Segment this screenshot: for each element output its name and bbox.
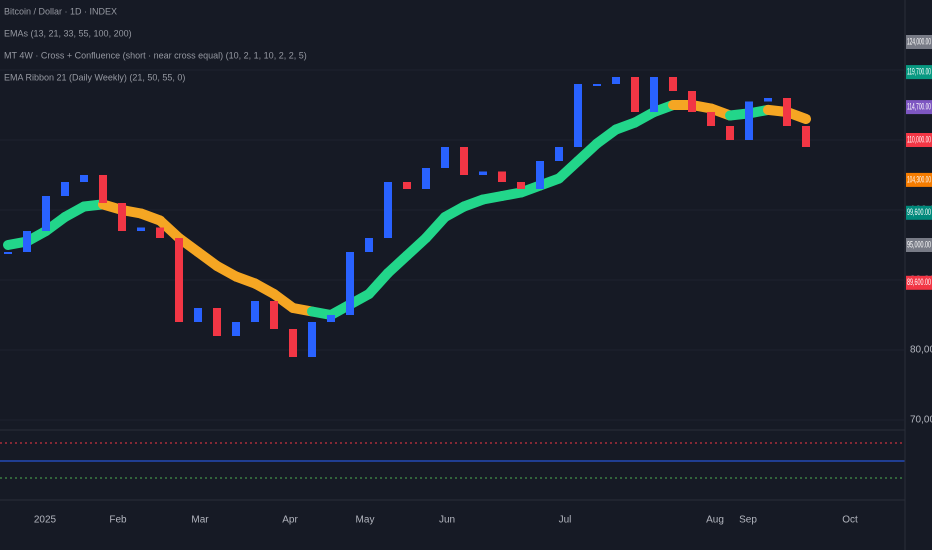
- time-label: Mar: [191, 515, 209, 526]
- time-label: Sep: [739, 515, 757, 526]
- candle: [137, 227, 145, 231]
- time-label: Aug: [706, 515, 724, 526]
- candle: [61, 182, 69, 196]
- price-tag: [906, 238, 932, 252]
- time-label: Jul: [559, 515, 572, 526]
- y-tick-label: 80,000.00: [910, 345, 932, 356]
- time-label: 2025: [34, 515, 57, 526]
- candle: [479, 171, 487, 175]
- time-label: May: [356, 515, 375, 526]
- candle: [270, 301, 278, 329]
- price-tag-label: 99,600.00: [907, 207, 931, 217]
- candle: [631, 77, 639, 112]
- candle: [175, 238, 183, 322]
- candle: [574, 84, 582, 147]
- candle: [593, 84, 601, 86]
- price-tag-label: 114,700.00: [907, 101, 931, 111]
- price-tag: [906, 205, 932, 220]
- candle: [650, 77, 658, 112]
- candle: [612, 77, 620, 84]
- time-label: Feb: [109, 515, 127, 526]
- price-tag: [906, 100, 932, 115]
- candle: [308, 322, 316, 357]
- candle: [688, 91, 696, 112]
- candle: [764, 98, 772, 102]
- candle: [422, 168, 430, 189]
- candle: [232, 322, 240, 336]
- candle: [441, 147, 449, 168]
- candle: [156, 227, 164, 238]
- candle: [498, 171, 506, 182]
- price-tag: [906, 35, 932, 49]
- candle: [99, 175, 107, 203]
- price-tag: [906, 172, 932, 187]
- price-tag: [906, 275, 932, 290]
- legend-entry: MT 4W · Cross + Confluence (short · near…: [4, 50, 307, 60]
- price-tag-label: 104,300.00: [907, 174, 931, 184]
- y-tick-label: 70,000.00: [910, 415, 932, 426]
- candle: [403, 182, 411, 189]
- candle: [42, 196, 50, 231]
- candle: [745, 101, 753, 140]
- legend-entry: EMA Ribbon 21 (Daily Weekly) (21, 50, 55…: [4, 72, 185, 82]
- candle: [669, 77, 677, 91]
- candle: [327, 315, 335, 322]
- candle: [23, 231, 31, 252]
- price-tag: [906, 133, 932, 147]
- candle: [118, 203, 126, 231]
- time-label: Jun: [439, 515, 455, 526]
- price-tag-label: 95,000.00: [907, 239, 931, 249]
- candle: [80, 175, 88, 182]
- candle: [289, 329, 297, 357]
- time-label: Apr: [282, 515, 298, 526]
- candle: [707, 112, 715, 126]
- candle: [555, 147, 563, 161]
- candle: [213, 308, 221, 336]
- candle: [726, 126, 734, 140]
- legend-entry: EMAs (13, 21, 33, 55, 100, 200): [4, 28, 132, 38]
- candle: [460, 147, 468, 175]
- candle: [783, 98, 791, 126]
- candle: [194, 308, 202, 322]
- price-tag-label: 89,600.00: [907, 277, 931, 287]
- candle: [536, 161, 544, 189]
- candle: [802, 126, 810, 147]
- legend-entry: Bitcoin / Dollar · 1D · INDEX: [4, 6, 117, 16]
- candle: [4, 252, 12, 254]
- time-label: Oct: [842, 515, 858, 526]
- candle: [346, 252, 354, 315]
- candle: [365, 238, 373, 252]
- candle: [517, 182, 525, 189]
- price-tag-label: 110,000.00: [907, 134, 931, 144]
- candle: [251, 301, 259, 322]
- price-tag: [906, 65, 932, 80]
- candle: [384, 182, 392, 238]
- price-tag-label: 124,000.00: [907, 36, 931, 46]
- price-tag-label: 119,700.00: [907, 66, 931, 76]
